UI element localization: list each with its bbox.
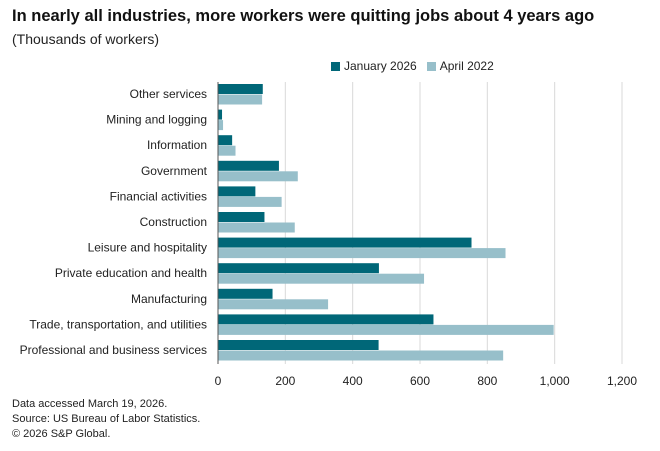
chart-title: In nearly all industries, more workers w… [12,7,595,25]
category-label-7: Private education and health [55,266,207,280]
bar-series1-9 [218,314,434,325]
bar-series1-1 [218,109,223,120]
legend-swatch-series1 [331,61,340,71]
bar-series2-10 [218,350,504,361]
bar-series1-5 [218,212,265,222]
bar-series1-10 [218,340,379,350]
category-label-6: Leisure and hospitality [88,241,207,255]
x-tick-label-3: 600 [410,374,430,388]
bar-series2-6 [218,248,506,259]
x-tick-label-4: 800 [477,374,497,388]
legend-item-series2: April 2022 [426,59,494,73]
bar-series2-4 [218,196,282,207]
legend-item-series1: January 2026 [331,59,417,73]
x-tick-label-6: 1,200 [607,374,637,388]
bar-series2-7 [218,273,425,284]
chart-subtitle: (Thousands of workers) [12,31,160,47]
category-label-3: Government [141,164,208,178]
legend-label-series2: April 2022 [439,59,494,73]
category-label-9: Trade, transportation, and utilities [29,317,207,331]
category-label-5: Construction [140,215,207,229]
category-label-8: Manufacturing [131,292,207,306]
bar-series2-5 [218,222,295,233]
bar-series2-9 [218,324,554,335]
bar-series2-1 [218,120,224,131]
category-label-0: Other services [130,87,207,101]
bar-series1-3 [218,160,279,171]
bar-series1-6 [218,237,472,248]
bar-series2-2 [218,145,236,156]
x-tick-label-1: 200 [275,374,295,388]
bar-series2-3 [218,171,298,182]
bar-series1-8 [218,288,273,299]
x-tick-label-0: 0 [215,374,222,388]
category-label-2: Information [147,138,207,152]
footer-source: Source: US Bureau of Labor Statistics. [12,413,201,425]
chart-legend: January 2026 April 2022 [331,59,504,73]
bar-series1-7 [218,263,379,274]
bar-series2-0 [218,94,263,105]
bar-series1-2 [218,135,233,146]
footer-access-note: Data accessed March 19, 2026. [12,398,168,410]
category-label-10: Professional and business services [20,343,207,357]
bar-series1-4 [218,186,256,197]
bar-series1-0 [218,84,263,94]
legend-label-series1: January 2026 [344,59,417,73]
category-label-4: Financial activities [110,189,207,203]
x-tick-label-5: 1,000 [540,374,570,388]
bar-series2-8 [218,299,329,310]
footer-copyright: © 2026 S&P Global. [12,428,111,440]
legend-swatch-series2 [426,61,436,71]
chart-footer: Data accessed March 19, 2026. Source: US… [12,397,200,442]
category-label-1: Mining and logging [106,113,207,127]
x-tick-label-2: 400 [343,374,363,388]
